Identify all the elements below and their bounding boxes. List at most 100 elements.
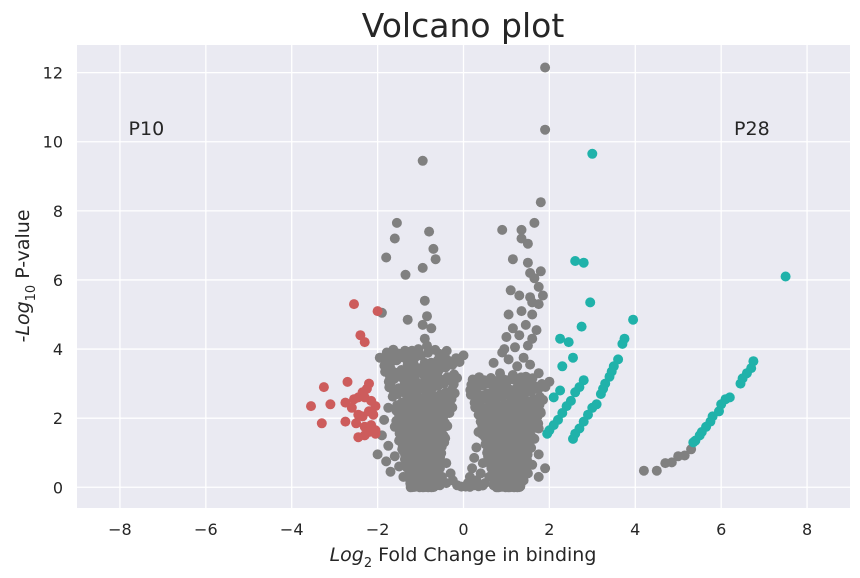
data-point-up: [595, 389, 606, 399]
data-point-neutral: [540, 62, 551, 73]
data-point-up: [578, 257, 589, 268]
x-axis-title: Log2 Fold Change in binding: [330, 544, 597, 571]
data-point-up: [555, 333, 566, 344]
y-tick-label: 2: [53, 409, 63, 428]
data-point-neutral: [540, 463, 551, 474]
data-point-neutral: [389, 451, 400, 462]
data-point-down: [342, 376, 353, 387]
data-point-neutral: [533, 281, 544, 292]
data-point-neutral: [379, 414, 390, 425]
data-point-neutral: [536, 379, 547, 389]
data-point-neutral: [426, 453, 437, 463]
data-point-neutral: [469, 452, 480, 463]
data-point-neutral: [474, 372, 485, 383]
data-point-up: [688, 437, 699, 448]
x-tick-label: −8: [108, 520, 132, 539]
data-point-up: [628, 314, 639, 325]
data-point-neutral: [421, 405, 432, 416]
data-point-neutral: [419, 295, 430, 306]
data-point-neutral: [535, 266, 546, 277]
y-axis-title-subscript: 10: [24, 285, 39, 302]
data-point-neutral: [679, 450, 690, 461]
data-point-neutral: [400, 438, 411, 448]
data-point-neutral: [402, 424, 412, 435]
x-axis-title-subscript: 2: [364, 556, 372, 571]
data-point-neutral: [544, 376, 555, 387]
data-point-neutral: [432, 371, 443, 382]
data-point-neutral: [417, 155, 428, 166]
data-point-down: [346, 402, 357, 413]
data-point-neutral: [523, 428, 534, 439]
data-point-neutral: [503, 354, 514, 365]
data-point-neutral: [530, 415, 541, 426]
data-point-neutral: [512, 361, 523, 372]
annotation-label: P28: [734, 118, 770, 140]
data-point-down: [359, 337, 370, 348]
data-point-neutral: [497, 469, 507, 480]
data-point-neutral: [467, 463, 478, 474]
data-point-up: [557, 361, 568, 372]
data-point-down: [370, 428, 381, 439]
data-point-neutral: [384, 382, 395, 393]
data-point-neutral: [522, 449, 533, 460]
data-point-neutral: [513, 450, 524, 461]
data-point-neutral: [414, 445, 425, 456]
data-point-neutral: [383, 402, 394, 413]
data-point-neutral: [485, 373, 496, 383]
data-point-neutral: [507, 254, 518, 265]
y-tick-label: 4: [53, 340, 63, 359]
data-point-neutral: [509, 467, 520, 478]
x-tick-label: 4: [630, 520, 640, 539]
data-point-up: [570, 387, 581, 398]
data-point-neutral: [533, 299, 544, 310]
data-point-neutral: [471, 387, 482, 398]
data-point-neutral: [446, 384, 457, 395]
data-point-down: [351, 418, 362, 429]
data-point-neutral: [516, 306, 527, 317]
data-point-neutral: [430, 254, 441, 265]
y-axis-title: -Log10 P-value: [12, 209, 39, 342]
data-point-neutral: [518, 440, 528, 451]
data-point-up: [735, 378, 746, 389]
y-tick-label: 8: [53, 202, 63, 221]
data-point-down: [372, 306, 383, 317]
data-point-neutral: [432, 468, 443, 479]
data-point-neutral: [417, 262, 428, 273]
x-tick-label: 6: [716, 520, 726, 539]
data-point-neutral: [385, 364, 396, 374]
data-point-neutral: [427, 442, 438, 453]
data-point-neutral: [512, 458, 523, 469]
data-point-neutral: [537, 290, 548, 301]
data-point-neutral: [389, 233, 400, 244]
data-point-neutral: [372, 449, 383, 460]
x-tick-label: −2: [366, 520, 390, 539]
data-point-neutral: [400, 269, 411, 280]
data-point-neutral: [522, 340, 533, 351]
data-point-neutral: [458, 350, 469, 361]
data-point-neutral: [432, 429, 443, 440]
y-tick-labels: 0 2 4 6 8 10 12: [43, 64, 63, 498]
data-point-up: [568, 433, 578, 444]
data-point-down: [318, 382, 329, 393]
data-point-neutral: [494, 384, 505, 395]
data-point-neutral: [411, 346, 422, 357]
data-point-neutral: [651, 465, 662, 476]
x-tick-label: −6: [194, 520, 218, 539]
data-point-down: [349, 299, 359, 310]
data-point-neutral: [507, 420, 518, 431]
data-point-neutral: [412, 457, 423, 468]
data-point-neutral: [533, 449, 544, 460]
data-point-neutral: [404, 409, 414, 420]
x-tick-labels: −8 −6 −4 −2 0 2 4 6 8: [108, 520, 812, 539]
data-point-neutral: [433, 461, 444, 471]
data-points: [306, 62, 791, 493]
data-point-neutral: [529, 273, 540, 284]
data-point-down: [306, 401, 316, 412]
data-point-neutral: [497, 347, 508, 358]
data-point-neutral: [420, 471, 431, 482]
data-point-neutral: [394, 461, 405, 472]
data-point-neutral: [510, 342, 520, 353]
data-point-neutral: [417, 319, 428, 330]
data-point-neutral: [514, 290, 525, 301]
